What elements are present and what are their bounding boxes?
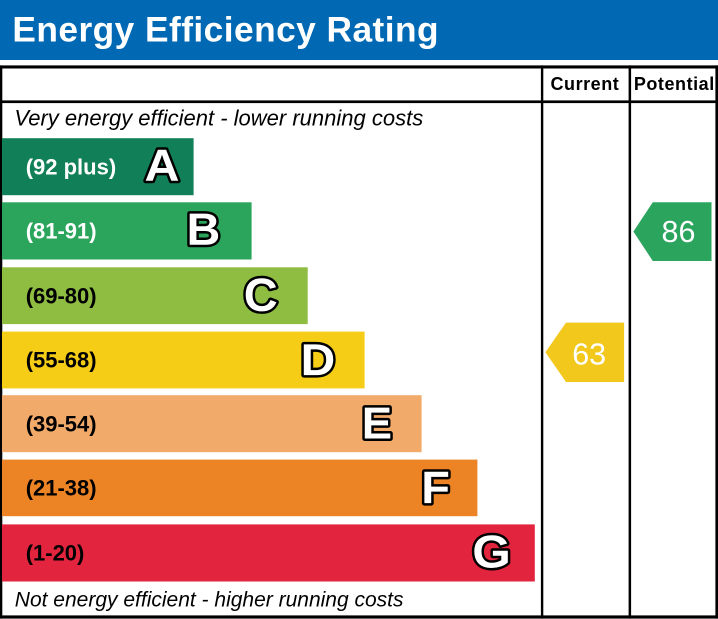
svg-text:Very energy efficient - lower: Very energy efficient - lower running co… [14, 106, 423, 131]
svg-text:Current: Current [550, 74, 619, 94]
svg-text:(92 plus): (92 plus) [26, 154, 116, 179]
svg-text:(21-38): (21-38) [26, 476, 97, 501]
svg-text:(81-91): (81-91) [26, 218, 97, 243]
svg-text:Energy Efficiency Rating: Energy Efficiency Rating [12, 11, 439, 50]
svg-text:(55-68): (55-68) [26, 348, 97, 373]
svg-text:(39-54): (39-54) [26, 411, 97, 436]
svg-text:(69-80): (69-80) [26, 283, 97, 308]
svg-text:(1-20): (1-20) [26, 541, 85, 566]
svg-text:Not energy efficient - higher: Not energy efficient - higher running co… [15, 588, 404, 611]
svg-text:63: 63 [572, 338, 606, 372]
svg-text:Potential: Potential [634, 74, 715, 94]
svg-text:86: 86 [662, 215, 696, 249]
